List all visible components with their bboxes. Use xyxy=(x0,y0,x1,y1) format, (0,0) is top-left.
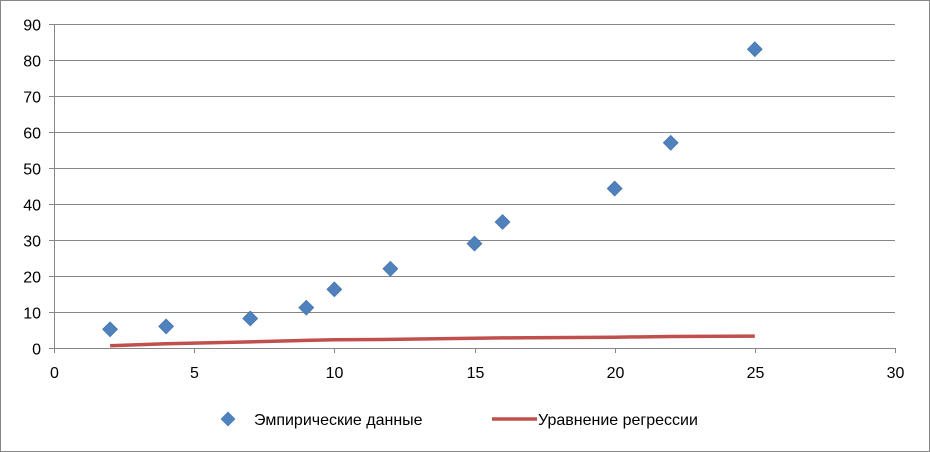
regression-series xyxy=(110,334,755,348)
x-tick-label-0: 0 xyxy=(50,365,59,382)
x-tick-labels: 0 5 10 15 20 25 30 xyxy=(50,365,904,382)
data-point-3 xyxy=(242,310,259,327)
data-point-4 xyxy=(298,299,315,316)
y-tick-label-50: 50 xyxy=(23,162,41,179)
data-point-10 xyxy=(662,134,679,151)
regression-line xyxy=(110,334,755,348)
empirical-series xyxy=(102,41,763,338)
data-point-9 xyxy=(606,180,623,197)
axes xyxy=(49,24,896,353)
y-tick-label-0: 0 xyxy=(32,342,41,359)
legend-label-empirical: Эмпирические данные xyxy=(254,412,423,429)
data-point-2 xyxy=(158,318,175,335)
data-point-8 xyxy=(494,214,511,230)
x-tick-label-30: 30 xyxy=(887,365,905,382)
x-tick-label-5: 5 xyxy=(190,365,199,382)
y-tick-label-30: 30 xyxy=(23,234,41,251)
x-tick-label-20: 20 xyxy=(607,365,625,382)
x-tick-label-25: 25 xyxy=(747,365,765,382)
y-tick-label-80: 80 xyxy=(23,54,41,71)
y-tick-labels: 0 10 20 30 40 50 60 70 80 90 xyxy=(23,18,41,359)
legend-marker-empirical xyxy=(220,411,236,427)
x-tick-label-15: 15 xyxy=(467,365,485,382)
data-point-5 xyxy=(326,281,343,298)
data-point-1 xyxy=(102,321,118,338)
gridlines xyxy=(54,24,895,313)
data-point-11 xyxy=(746,41,763,58)
data-point-6 xyxy=(382,260,399,277)
y-tick-label-90: 90 xyxy=(23,18,41,35)
y-tick-label-20: 20 xyxy=(23,270,41,287)
legend-label-regression: Уравнение регрессии xyxy=(538,412,698,429)
y-tick-label-60: 60 xyxy=(23,126,41,143)
y-tick-label-40: 40 xyxy=(23,198,41,215)
y-tick-label-70: 70 xyxy=(23,90,41,107)
data-point-7 xyxy=(466,235,483,252)
legend: Эмпирические данные Уравнение регрессии xyxy=(220,411,698,429)
y-tick-label-10: 10 xyxy=(23,306,41,323)
x-tick-label-10: 10 xyxy=(326,365,344,382)
